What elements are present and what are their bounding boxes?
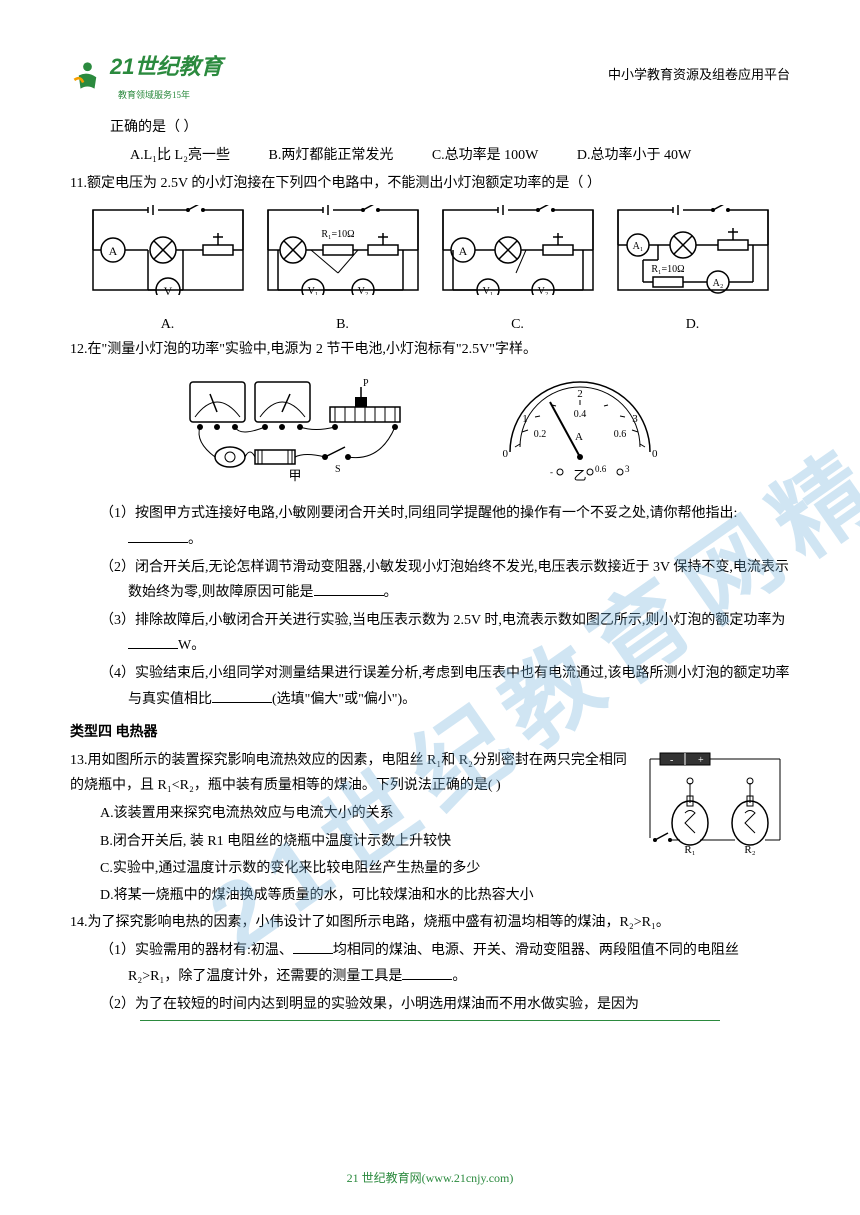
svg-text:R₁=10Ω: R₁=10Ω [321,229,354,240]
q13-text: 13.用如图所示的装置探究影响电流热效应的因素，电阻丝 R₁和 R₂分别密封在两… [70,748,630,798]
circuit-d: A₁ R₁=10Ω A₂ [613,205,773,304]
label-a: A. [88,312,248,337]
q11-text: 11.额定电压为 2.5V 的小灯泡接在下列四个电路中，不能测出小灯泡额定功率的… [70,171,790,196]
svg-text:V₁: V₁ [482,286,493,295]
q14-text: 14.为了探究影响电热的因素，小伟设计了如图所示电路，烧瓶中盛有初温均相等的煤油… [70,910,790,935]
svg-text:A: A [108,244,117,258]
svg-text:甲: 甲 [288,468,301,482]
q10-continuation: 正确的是（ ） [110,115,790,140]
logo-subtitle: 教育领域服务15年 [118,87,222,103]
circuit-c: A V₁ V₂ [438,205,598,304]
q13-figure: - + R₁ R₂ [640,748,790,858]
q13-opt-a: A.该装置用来探究电流热效应与电流大小的关系 [100,801,630,826]
svg-text:R₂: R₂ [744,844,755,856]
q12-sub1: （1）按图甲方式连接好电路,小敏刚要闭合开关时,同组同学提醒他的操作有一个不妥之… [100,501,790,551]
q12-figures: P S 甲 0 [70,372,790,491]
header-right-text: 中小学教育资源及组卷应用平台 [608,63,790,86]
svg-text:0.6: 0.6 [595,464,607,474]
q10-opt-b: B.两灯都能正常发光 [268,143,393,168]
figure-yi: 0 1 0.2 2 0.4 3 0.6 0 A - 0.6 [480,372,680,491]
q10-opt-d: D.总功率小于 40W [577,143,691,168]
section4-title: 类型四 电热器 [70,720,790,745]
svg-text:-: - [550,467,553,477]
svg-text:A: A [458,244,467,258]
q12-sub3: （3）排除故障后,小敏闭合开关进行实验,当电压表示数为 2.5V 时,电流表示数… [100,608,790,658]
q12-sub2: （2）闭合开关后,无论怎样调节滑动变阻器,小敏发现小灯泡始终不发光,电压表示数接… [100,555,790,605]
svg-text:P: P [363,378,369,389]
svg-text:0.2: 0.2 [534,429,547,440]
q10-opt-c: C.总功率是 100W [432,143,539,168]
figure-jia: P S 甲 [180,372,420,491]
svg-text:A₁: A₁ [632,241,643,252]
logo-text: 21世纪教育 [110,47,222,87]
svg-text:1: 1 [522,413,528,425]
label-c: C. [438,312,598,337]
svg-text:V₁: V₁ [307,286,318,295]
svg-text:乙: 乙 [573,468,586,482]
svg-text:2: 2 [577,388,583,400]
svg-text:A₂: A₂ [712,278,723,289]
svg-text:V₂: V₂ [537,286,548,295]
footer-text: 21 世纪教育网(www.21cnjy.com) [0,1168,860,1190]
svg-text:R₁: R₁ [684,844,695,856]
svg-text:0: 0 [503,448,509,460]
label-b: B. [263,312,423,337]
q14-sub2: （2）为了在较短的时间内达到明显的实验效果，小明选用煤油而不用水做实验，是因为 [100,992,790,1017]
svg-text:A: A [575,431,583,443]
svg-text:R₁=10Ω: R₁=10Ω [651,264,684,275]
logo-icon [70,58,105,93]
svg-text:-: - [670,755,673,766]
q13-opt-b: B.闭合开关后, 装 R1 电阻丝的烧瓶中温度计示数上升较快 [100,829,630,854]
q12-text: 12.在"测量小灯泡的功率"实验中,电源为 2 节干电池,小灯泡标有"2.5V"… [70,337,790,362]
q13-opt-d: D.将某一烧瓶中的煤油换成等质量的水，可比较煤油和水的比热容大小 [100,883,630,908]
circuit-labels-row: A. B. C. D. [70,312,790,337]
svg-text:3: 3 [625,464,630,474]
page-header: 21世纪教育 教育领域服务15年 中小学教育资源及组卷应用平台 [70,50,790,100]
svg-text:0.4: 0.4 [574,409,587,420]
q10-opt-a: A.L₁比 L₂亮一些 [130,143,230,168]
svg-text:V₂: V₂ [357,286,368,295]
q14-sub1: （1）实验需用的器材有:初温、均相同的煤油、电源、开关、滑动变阻器、两段阻值不同… [100,938,790,988]
q12-sub4: （4）实验结束后,小组同学对测量结果进行误差分析,考虑到电压表中也有电流通过,该… [100,661,790,711]
footer-line [140,1020,720,1021]
circuit-a: A V [88,205,248,304]
svg-text:+: + [698,755,704,766]
logo-section: 21世纪教育 教育领域服务15年 [70,47,222,103]
q13-opt-c: C.实验中,通过温度计示数的变化来比较电阻丝产生热量的多少 [100,856,630,881]
svg-text:S: S [335,464,341,475]
svg-text:0: 0 [652,448,658,460]
q10-options: A.L₁比 L₂亮一些 B.两灯都能正常发光 C.总功率是 100W D.总功率… [130,143,790,168]
q13-block: 13.用如图所示的装置探究影响电流热效应的因素，电阻丝 R₁和 R₂分别密封在两… [70,748,790,910]
svg-text:3: 3 [632,413,638,425]
label-d: D. [613,312,773,337]
svg-text:0.6: 0.6 [614,429,627,440]
circuit-diagrams-row: A V [70,205,790,304]
circuit-b: R₁=10Ω V₁ V₂ [263,205,423,304]
svg-text:V: V [163,284,172,295]
